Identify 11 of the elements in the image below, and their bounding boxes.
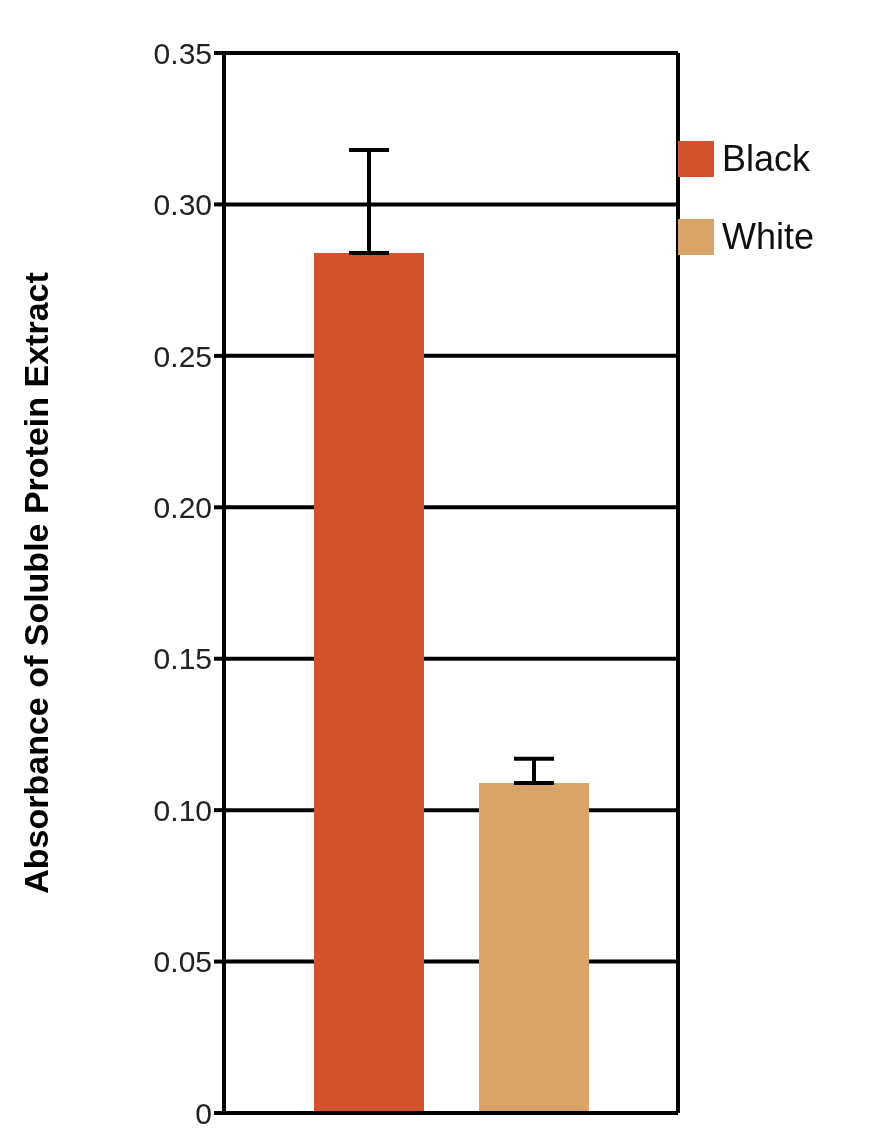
legend-label: Black <box>722 138 811 180</box>
y-axis-title: Absorbance of Soluble Protein Extract <box>17 272 56 894</box>
y-tick-label: 0.10 <box>153 793 212 827</box>
y-tick-label: 0 <box>195 1096 212 1130</box>
legend-label: White <box>722 216 815 258</box>
y-tick-label: 0.05 <box>153 945 212 979</box>
y-tick-label: 0.35 <box>153 36 212 70</box>
y-tick-label: 0.25 <box>153 339 212 373</box>
y-tick-label: 0.30 <box>153 188 212 222</box>
y-tick-label: 0.15 <box>153 642 212 676</box>
y-tick-label: 0.20 <box>153 490 212 524</box>
